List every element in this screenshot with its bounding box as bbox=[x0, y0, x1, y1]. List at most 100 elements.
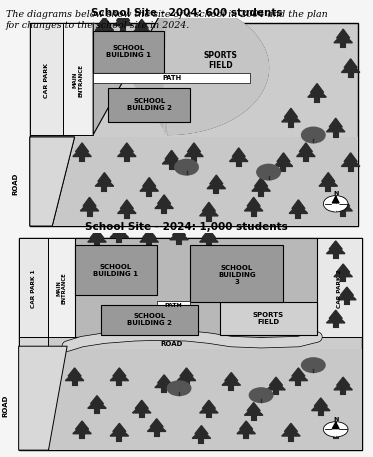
Polygon shape bbox=[202, 229, 216, 238]
Polygon shape bbox=[277, 153, 290, 162]
Bar bbox=[75, 238, 317, 337]
Polygon shape bbox=[155, 199, 173, 208]
Polygon shape bbox=[282, 427, 300, 436]
Polygon shape bbox=[332, 205, 339, 211]
Polygon shape bbox=[113, 225, 126, 233]
Polygon shape bbox=[336, 377, 350, 385]
Polygon shape bbox=[344, 153, 357, 162]
Polygon shape bbox=[269, 377, 283, 385]
Bar bbox=[48, 238, 75, 337]
Text: SCHOOL
BUILDING 1: SCHOOL BUILDING 1 bbox=[106, 45, 151, 58]
Polygon shape bbox=[239, 421, 253, 429]
Polygon shape bbox=[140, 181, 159, 191]
Text: SPORTS
FIELD: SPORTS FIELD bbox=[253, 312, 284, 325]
Polygon shape bbox=[247, 197, 260, 206]
Bar bbox=[30, 23, 358, 226]
Polygon shape bbox=[80, 202, 99, 211]
Polygon shape bbox=[200, 233, 218, 242]
Text: SCHOOL
BUILDING 2: SCHOOL BUILDING 2 bbox=[127, 98, 172, 112]
Polygon shape bbox=[326, 314, 345, 323]
Text: CAR PARK 2: CAR PARK 2 bbox=[337, 269, 342, 308]
Polygon shape bbox=[68, 368, 81, 376]
Polygon shape bbox=[30, 137, 75, 226]
Polygon shape bbox=[114, 16, 132, 26]
Polygon shape bbox=[98, 17, 111, 26]
Polygon shape bbox=[75, 143, 89, 152]
Polygon shape bbox=[187, 143, 201, 152]
Bar bbox=[30, 137, 358, 226]
Polygon shape bbox=[73, 147, 91, 157]
Polygon shape bbox=[284, 108, 298, 117]
Polygon shape bbox=[340, 287, 354, 295]
Polygon shape bbox=[329, 241, 342, 249]
Bar bbox=[19, 337, 48, 450]
Polygon shape bbox=[95, 21, 114, 31]
Polygon shape bbox=[93, 1, 269, 134]
Polygon shape bbox=[19, 346, 67, 450]
Text: The diagrams below show the site of a school in 2004 and the plan: The diagrams below show the site of a sc… bbox=[6, 10, 327, 19]
Polygon shape bbox=[180, 368, 193, 376]
Text: CAR PARK: CAR PARK bbox=[44, 63, 49, 98]
Polygon shape bbox=[157, 375, 171, 383]
Polygon shape bbox=[90, 229, 104, 238]
Bar bbox=[93, 73, 250, 83]
Polygon shape bbox=[225, 372, 238, 381]
Text: SCHOOL
BUILDING 2: SCHOOL BUILDING 2 bbox=[127, 313, 172, 326]
Polygon shape bbox=[165, 150, 178, 159]
Polygon shape bbox=[155, 379, 173, 388]
Polygon shape bbox=[232, 148, 245, 157]
Polygon shape bbox=[308, 88, 326, 97]
Circle shape bbox=[323, 196, 348, 212]
Text: PATH: PATH bbox=[164, 303, 182, 308]
Polygon shape bbox=[289, 204, 308, 213]
Text: SCHOOL
BUILDING 1: SCHOOL BUILDING 1 bbox=[93, 264, 138, 276]
Text: N: N bbox=[333, 417, 338, 422]
Polygon shape bbox=[344, 59, 357, 68]
Polygon shape bbox=[336, 29, 350, 38]
Polygon shape bbox=[117, 204, 136, 213]
Polygon shape bbox=[254, 178, 268, 186]
Polygon shape bbox=[75, 421, 89, 429]
Text: for changes to the school site in 2024.: for changes to the school site in 2024. bbox=[6, 21, 190, 30]
Polygon shape bbox=[207, 179, 226, 189]
Bar bbox=[101, 305, 198, 335]
Polygon shape bbox=[329, 421, 342, 429]
Polygon shape bbox=[284, 423, 298, 431]
Polygon shape bbox=[332, 422, 339, 429]
Polygon shape bbox=[210, 175, 223, 184]
Polygon shape bbox=[132, 23, 151, 33]
Polygon shape bbox=[322, 173, 335, 181]
Polygon shape bbox=[200, 207, 218, 216]
Polygon shape bbox=[299, 143, 313, 152]
Text: SCHOOL
BUILDING
3: SCHOOL BUILDING 3 bbox=[218, 265, 256, 285]
Circle shape bbox=[250, 388, 273, 403]
Polygon shape bbox=[282, 112, 300, 122]
Polygon shape bbox=[202, 400, 216, 409]
Polygon shape bbox=[120, 200, 134, 209]
Bar bbox=[108, 88, 190, 122]
Polygon shape bbox=[117, 147, 136, 157]
Bar bbox=[63, 23, 93, 134]
Polygon shape bbox=[120, 143, 134, 152]
Polygon shape bbox=[267, 381, 285, 390]
Polygon shape bbox=[142, 178, 156, 186]
Polygon shape bbox=[229, 152, 248, 161]
Polygon shape bbox=[135, 19, 148, 28]
Text: CAR PARK 1: CAR PARK 1 bbox=[31, 269, 36, 308]
Circle shape bbox=[301, 127, 325, 143]
Polygon shape bbox=[310, 84, 324, 92]
Circle shape bbox=[167, 381, 191, 395]
Polygon shape bbox=[329, 310, 342, 319]
Circle shape bbox=[257, 165, 280, 180]
Polygon shape bbox=[334, 268, 352, 276]
Polygon shape bbox=[172, 227, 186, 235]
Polygon shape bbox=[140, 233, 159, 242]
Polygon shape bbox=[110, 228, 129, 238]
Polygon shape bbox=[185, 147, 203, 157]
Text: SPORTS
FIELD: SPORTS FIELD bbox=[203, 51, 237, 70]
Polygon shape bbox=[319, 177, 338, 186]
Polygon shape bbox=[334, 381, 352, 390]
Polygon shape bbox=[88, 233, 106, 242]
Polygon shape bbox=[326, 122, 345, 132]
Polygon shape bbox=[200, 404, 218, 413]
